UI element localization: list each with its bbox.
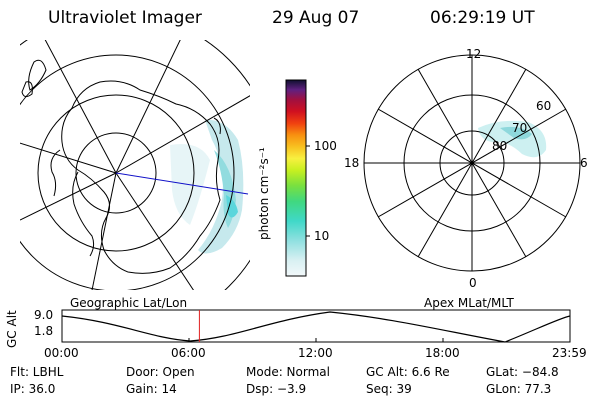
info-glat: GLat: −84.8 <box>486 365 559 379</box>
colorbar <box>285 79 310 277</box>
timeline-ymax-label: 9.0 <box>34 308 54 322</box>
latitude-circle-70 <box>37 94 195 252</box>
meridian-line <box>91 172 117 290</box>
info-ip: IP: 36.0 <box>10 382 56 396</box>
mlt-label-0: 0 <box>469 276 477 290</box>
info-dsp: Dsp: −3.9 <box>246 382 307 396</box>
meridian-line <box>20 142 117 174</box>
aurora-oval-geographic <box>170 119 244 254</box>
latitude-circle-60 <box>20 54 235 290</box>
mlt-label-12: 12 <box>466 47 482 61</box>
timeline-plot <box>61 309 571 343</box>
timeline-left-title: Geographic Lat/Lon <box>70 296 188 310</box>
mlat-label-70: 70 <box>512 121 528 135</box>
info-door: Door: Open <box>126 365 195 379</box>
colorbar-gradient <box>285 79 307 277</box>
timeline-tick-label: 18:00 <box>425 346 460 360</box>
timeline-right-title: Apex MLat/MLT <box>424 296 514 310</box>
timeline-ticks <box>61 338 571 342</box>
date-label: 29 Aug 07 <box>272 8 360 28</box>
polar-plot <box>363 54 581 272</box>
colorbar-unit-label: photon cm⁻²s⁻¹ <box>257 147 271 240</box>
meridian-line <box>44 40 117 174</box>
info-seq: Seq: 39 <box>366 382 412 396</box>
aurora-oval-polar-core <box>500 126 532 140</box>
mlt-line-diagonal <box>377 108 567 218</box>
mlt-label-18: 18 <box>344 156 360 170</box>
timeline-tick-label: 00:00 <box>44 346 79 360</box>
info-gain: Gain: 14 <box>126 382 177 396</box>
timeline-ylabel: GC Alt <box>5 310 19 348</box>
timeline-tick-label: 12:00 <box>298 346 333 360</box>
latitude-circle-80 <box>75 132 157 214</box>
mlat-label-60: 60 <box>536 99 552 113</box>
meridian-line <box>115 172 194 290</box>
colorbar-tick-label-10: 10 <box>314 229 330 243</box>
timeline-ymin-label: 1.8 <box>34 324 54 338</box>
mlt-label-6: 6 <box>580 156 588 170</box>
satellite-track-line <box>115 172 249 195</box>
altitude-curve <box>61 311 571 343</box>
timeline-tick-label: 23:59 <box>552 346 587 360</box>
meridian-line <box>115 95 250 174</box>
timeline-frame <box>61 309 571 343</box>
mlat-label-80: 80 <box>492 139 508 153</box>
timeline-tick-label: 06:00 <box>171 346 206 360</box>
info-mode: Mode: Normal <box>246 365 330 379</box>
meridian-line <box>20 172 117 221</box>
geographic-map <box>20 40 250 290</box>
coastline <box>21 59 221 274</box>
colorbar-tick-label-100: 100 <box>314 139 337 153</box>
instrument-title: Ultraviolet Imager <box>48 8 202 28</box>
meridian-line <box>115 40 181 174</box>
info-gc-alt: GC Alt: 6.6 Re <box>366 365 450 379</box>
info-filter: Flt: LBHL <box>10 365 64 379</box>
info-glon: GLon: 77.3 <box>486 382 552 396</box>
time-label: 06:29:19 UT <box>430 8 535 28</box>
